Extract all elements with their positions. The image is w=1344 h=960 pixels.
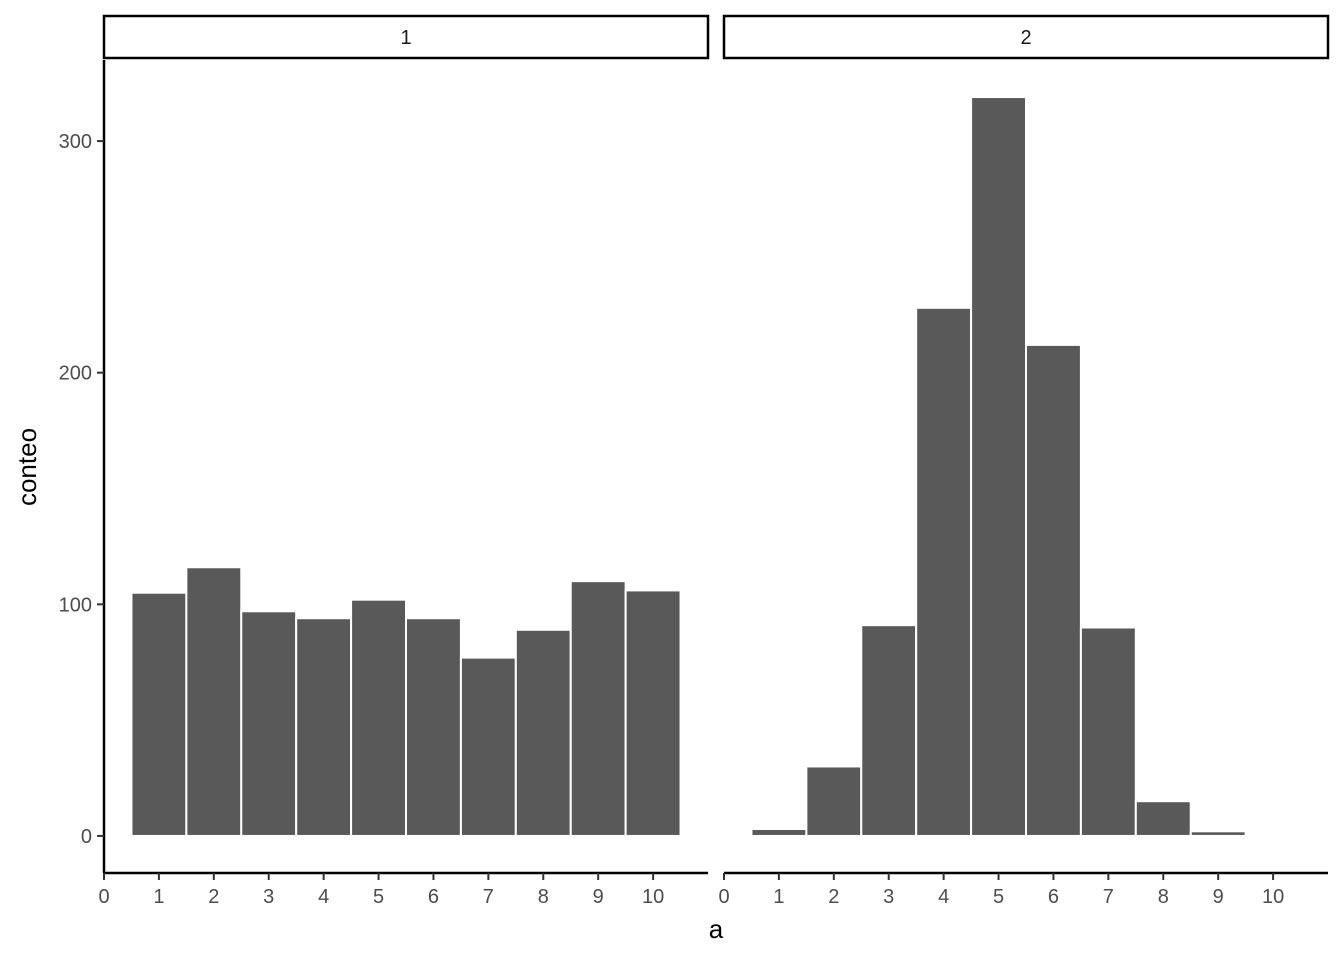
bar xyxy=(295,617,353,837)
x-tick-label: 4 xyxy=(938,886,949,908)
bar xyxy=(569,580,627,837)
bar xyxy=(240,610,298,837)
y-axis-title: conteo xyxy=(12,428,42,506)
x-tick-label: 5 xyxy=(373,886,384,908)
x-tick-label: 2 xyxy=(828,886,839,908)
x-tick-label: 2 xyxy=(208,886,219,908)
facet-strip-box xyxy=(102,14,710,60)
y-axis: 0 100 200 300 xyxy=(59,60,106,873)
x-tick-label: 10 xyxy=(642,886,664,908)
x-tick-label: 1 xyxy=(153,886,164,908)
bar xyxy=(750,827,808,837)
bar xyxy=(405,617,462,837)
facet-strip-box xyxy=(722,14,1330,60)
bar xyxy=(624,589,682,837)
x-tick-label: 0 xyxy=(718,886,729,908)
facet-panel-2: 2 0 1 2 3 4 5 6 7 8 9 10 xyxy=(718,14,1330,908)
x-tick-label: 7 xyxy=(483,886,494,908)
x-tick-label: 10 xyxy=(1262,886,1284,908)
facet-panel-1: 10 1 2 3 4 5 6 7 8 9 10 xyxy=(98,14,710,908)
facet-strip-label: 2 xyxy=(1020,27,1031,49)
bar xyxy=(1079,626,1137,837)
x-tick-label: 9 xyxy=(593,886,604,908)
x-axis-title: a xyxy=(709,914,724,944)
x-tick-label: 3 xyxy=(883,886,894,908)
bar xyxy=(970,96,1027,837)
x-tick-label: 1 xyxy=(773,886,784,908)
y-tick-label: 100 xyxy=(59,594,92,616)
bar xyxy=(915,306,973,837)
bar xyxy=(1025,343,1082,837)
x-tick-label: 9 xyxy=(1213,886,1224,908)
x-tick-label: 8 xyxy=(538,886,549,908)
bar xyxy=(1189,830,1247,837)
bar xyxy=(185,566,243,837)
bar xyxy=(459,656,517,837)
x-tick-label: 7 xyxy=(1103,886,1114,908)
x-tick-label: 6 xyxy=(1048,886,1059,908)
x-tick-label: 5 xyxy=(993,886,1004,908)
bar xyxy=(514,628,572,837)
bar xyxy=(350,598,408,837)
y-tick-label: 300 xyxy=(59,131,92,153)
x-tick-label: 0 xyxy=(98,886,109,908)
y-tick-label: 0 xyxy=(81,826,92,848)
facet-strip-label: 1 xyxy=(400,27,411,49)
y-tick-label: 200 xyxy=(59,363,92,385)
x-tick-label: 3 xyxy=(263,886,274,908)
x-tick-label: 6 xyxy=(428,886,439,908)
bar xyxy=(1134,800,1192,837)
bar xyxy=(860,624,918,837)
x-tick-label: 8 xyxy=(1158,886,1169,908)
bar xyxy=(805,765,863,837)
x-tick-label: 4 xyxy=(318,886,329,908)
bar xyxy=(130,591,188,837)
